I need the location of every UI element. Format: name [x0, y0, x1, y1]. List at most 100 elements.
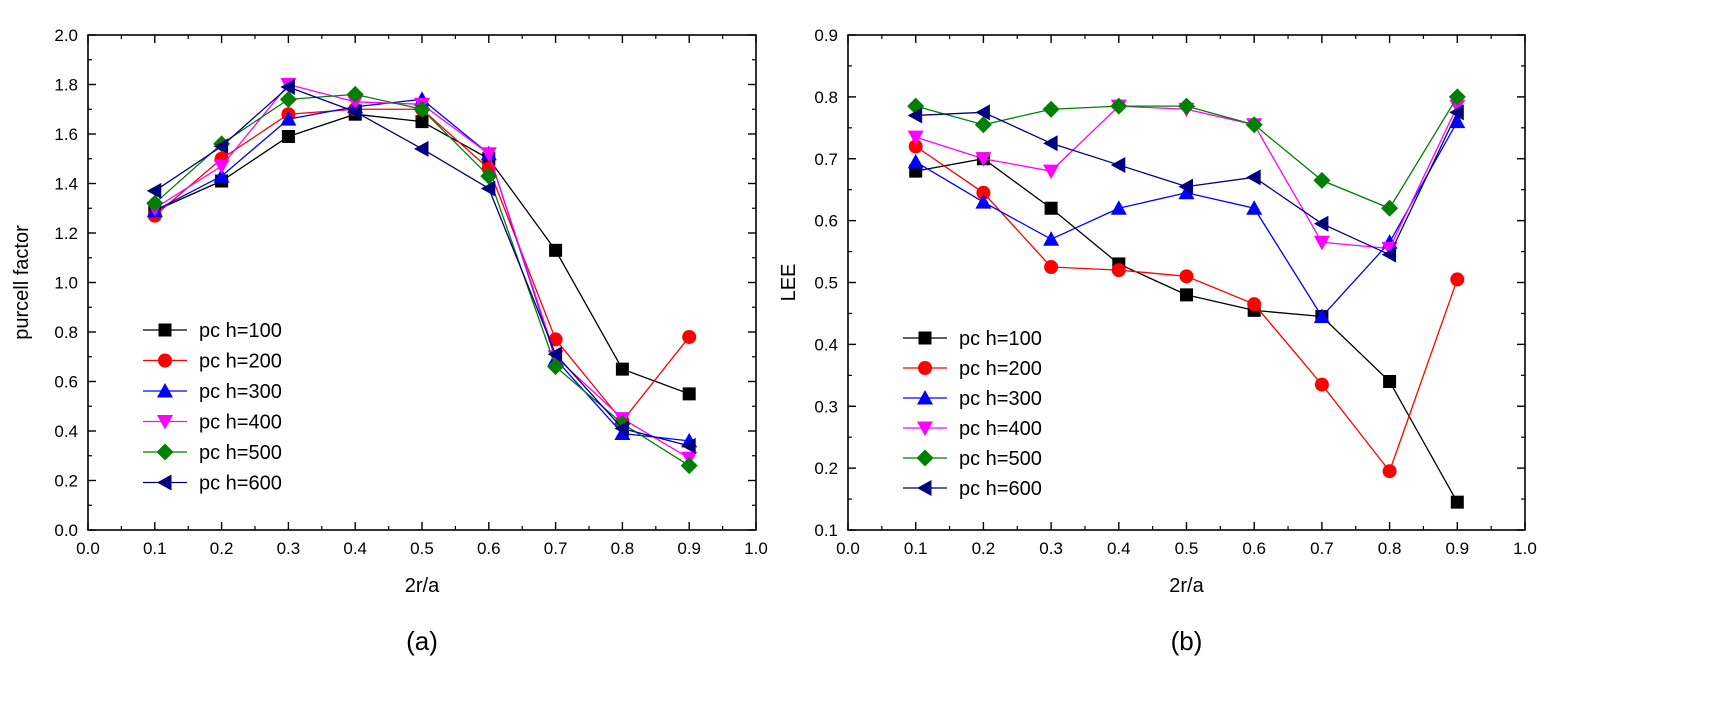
data-point: [974, 116, 992, 134]
x-tick-label: 0.4: [1107, 539, 1131, 558]
series-pc-h-400: [146, 78, 698, 467]
y-tick-label: 1.4: [54, 175, 78, 194]
y-tick-label: 0.8: [54, 323, 78, 342]
data-point: [1450, 495, 1464, 509]
data-point: [976, 185, 991, 200]
legend-item: pc h=200: [903, 358, 1042, 380]
legend-marker: [918, 331, 932, 345]
data-point: [413, 100, 431, 118]
data-point: [1381, 199, 1399, 217]
data-point: [1110, 97, 1128, 115]
series-line: [915, 105, 1458, 250]
data-point: [975, 104, 990, 121]
y-tick-label: 0.2: [814, 459, 838, 478]
data-point: [682, 387, 696, 401]
legend-marker: [158, 323, 172, 337]
x-tick-label: 0.8: [1378, 539, 1402, 558]
y-tick-label: 1.6: [54, 125, 78, 144]
legend-item: pc h=200: [143, 351, 282, 373]
data-point: [907, 130, 924, 146]
legend-label: pc h=500: [199, 442, 282, 464]
x-tick-label: 0.4: [343, 539, 367, 558]
data-point: [1314, 377, 1329, 392]
legend-label: pc h=300: [959, 388, 1042, 410]
x-tick-label: 0.2: [210, 539, 234, 558]
legend-marker: [917, 421, 933, 436]
legend-label: pc h=300: [199, 381, 282, 403]
series-pc-h-600: [907, 104, 1464, 263]
x-tick-label: 0.2: [972, 539, 996, 558]
y-axis-title: LEE: [778, 264, 800, 302]
data-point: [480, 167, 498, 185]
legend-item: pc h=300: [903, 388, 1042, 410]
y-tick-label: 0.6: [54, 373, 78, 392]
data-point: [1448, 88, 1466, 106]
data-point: [547, 358, 565, 376]
data-point: [1179, 269, 1194, 284]
legend-item: pc h=600: [903, 478, 1042, 500]
data-point: [213, 168, 230, 183]
y-axis-title: purcell factor: [11, 225, 33, 340]
x-tick-label: 0.0: [836, 539, 860, 558]
data-point: [680, 457, 698, 475]
legend-label: pc h=600: [199, 473, 282, 495]
x-axis-title: 2r/a: [1169, 575, 1204, 597]
data-point: [1247, 297, 1262, 312]
data-point: [1180, 288, 1193, 302]
data-point: [1178, 184, 1195, 200]
series-pc-h-600: [146, 78, 696, 454]
x-tick-label: 0.6: [1242, 539, 1266, 558]
data-point: [1044, 260, 1059, 275]
data-point: [1245, 116, 1263, 134]
data-point: [1246, 169, 1261, 186]
data-point: [1381, 246, 1397, 263]
y-tick-label: 1.0: [54, 274, 78, 293]
data-point: [549, 243, 563, 257]
legend-item: pc h=600: [143, 473, 282, 495]
data-point: [146, 194, 164, 212]
x-axis-title: 2r/a: [405, 575, 440, 597]
data-point: [1042, 100, 1060, 118]
data-point: [213, 138, 229, 155]
legend-item: pc h=300: [143, 381, 282, 403]
chart-panel-a: 0.0 0.1 0.2 0.3 0.4 0.5 0.6 0.7 0.8 0.9 1.0 0.0 0.2 0…: [11, 26, 768, 656]
data-point: [1111, 263, 1126, 278]
x-tick-label: 0.6: [477, 539, 501, 558]
legend-label: pc h=500: [959, 448, 1042, 470]
legend-label: pc h=200: [959, 358, 1042, 380]
legend-marker: [917, 480, 932, 496]
data-point: [1313, 171, 1331, 189]
series-line: [915, 121, 1458, 318]
x-tick-label: 0.8: [611, 539, 635, 558]
data-point: [415, 115, 429, 129]
data-point: [1246, 200, 1263, 215]
legend-marker: [157, 474, 172, 491]
data-point: [682, 329, 697, 344]
y-tick-label: 0.0: [54, 521, 78, 540]
legend-marker: [158, 353, 172, 368]
legend-marker: [156, 443, 174, 461]
data-point: [414, 140, 429, 157]
y-tick-label: 0.6: [814, 212, 838, 231]
data-point: [1043, 164, 1060, 180]
x-tick-label: 0.5: [410, 539, 434, 558]
data-point: [908, 139, 923, 154]
data-point: [480, 147, 497, 162]
data-point: [1110, 200, 1127, 215]
data-point: [975, 152, 992, 167]
y-tick-label: 0.5: [814, 274, 838, 293]
y-tick-label: 0.2: [54, 472, 78, 491]
x-tick-label: 0.1: [904, 539, 928, 558]
data-point: [1178, 97, 1195, 115]
x-tick-label: 0.7: [544, 539, 568, 558]
data-point: [347, 103, 362, 120]
data-point: [480, 180, 496, 197]
y-tick-label: 0.8: [814, 88, 838, 107]
legend-item: pc h=500: [143, 442, 282, 464]
data-point: [615, 362, 629, 376]
series-pc-h-200: [908, 139, 1465, 479]
data-point: [279, 90, 297, 108]
data-point: [146, 182, 162, 199]
data-point: [1450, 272, 1465, 287]
data-point: [1044, 201, 1058, 215]
